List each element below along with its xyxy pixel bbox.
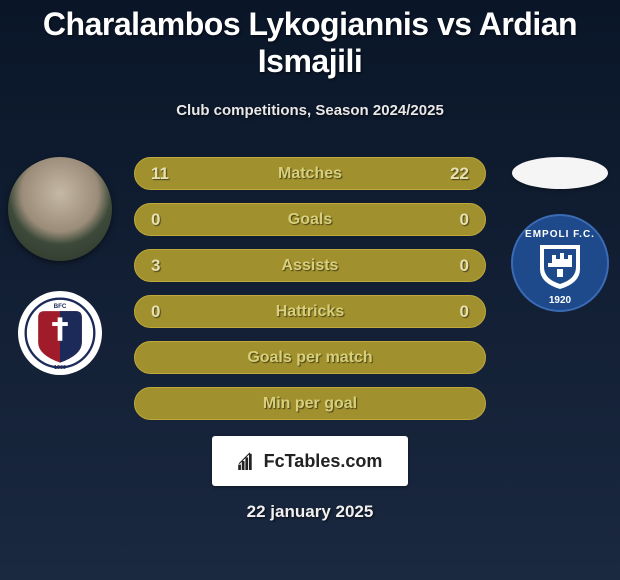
page-title: Charalambos Lykogiannis vs Ardian Ismaji…: [0, 0, 620, 80]
svg-text:BFC: BFC: [54, 303, 67, 310]
stat-left-val: 3: [151, 256, 160, 276]
subtitle: Club competitions, Season 2024/2025: [0, 102, 620, 119]
bologna-crest-icon: BFC 1909: [21, 294, 99, 372]
player-right-avatar: [512, 157, 608, 189]
stat-label: Matches: [278, 165, 342, 183]
stats-list: 11 Matches 22 0 Goals 0 3 Assists 0 0 Ha…: [134, 157, 486, 420]
stat-label: Goals: [288, 211, 332, 229]
stat-right-val: 22: [450, 164, 469, 184]
stat-label: Hattricks: [276, 303, 344, 321]
fctables-badge: FcTables.com: [212, 436, 408, 486]
fctables-text: FcTables.com: [264, 451, 383, 472]
date: 22 january 2025: [0, 502, 620, 522]
player-right: EMPOLI F.C. 1920: [510, 157, 610, 313]
stat-row-hattricks: 0 Hattricks 0: [134, 295, 486, 328]
stat-row-gpm: Goals per match: [134, 341, 486, 374]
fctables-inner: FcTables.com: [238, 451, 383, 472]
stat-left-val: 11: [151, 164, 169, 184]
stat-row-matches: 11 Matches 22: [134, 157, 486, 190]
stat-left-val: 0: [151, 302, 160, 322]
svg-text:1920: 1920: [549, 295, 572, 306]
svg-text:1909: 1909: [54, 365, 66, 371]
stat-right-val: 0: [460, 256, 469, 276]
fctables-icon: [238, 452, 260, 470]
crest-empoli: EMPOLI F.C. 1920: [510, 213, 610, 313]
stat-right-val: 0: [460, 210, 469, 230]
stat-label: Assists: [282, 257, 339, 275]
stat-row-mpg: Min per goal: [134, 387, 486, 420]
content: BFC 1909 EMPOLI F.C. 1920 11 Mat: [0, 157, 620, 522]
player-left: BFC 1909: [8, 157, 112, 375]
svg-text:EMPOLI F.C.: EMPOLI F.C.: [525, 229, 595, 240]
stat-label: Goals per match: [247, 349, 372, 367]
stat-label: Min per goal: [263, 395, 357, 413]
empoli-crest-icon: EMPOLI F.C. 1920: [510, 213, 610, 313]
stat-row-assists: 3 Assists 0: [134, 249, 486, 282]
player-left-avatar: [8, 157, 112, 261]
crest-bologna: BFC 1909: [18, 291, 102, 375]
stat-row-goals: 0 Goals 0: [134, 203, 486, 236]
stat-right-val: 0: [460, 302, 469, 322]
stat-left-val: 0: [151, 210, 160, 230]
